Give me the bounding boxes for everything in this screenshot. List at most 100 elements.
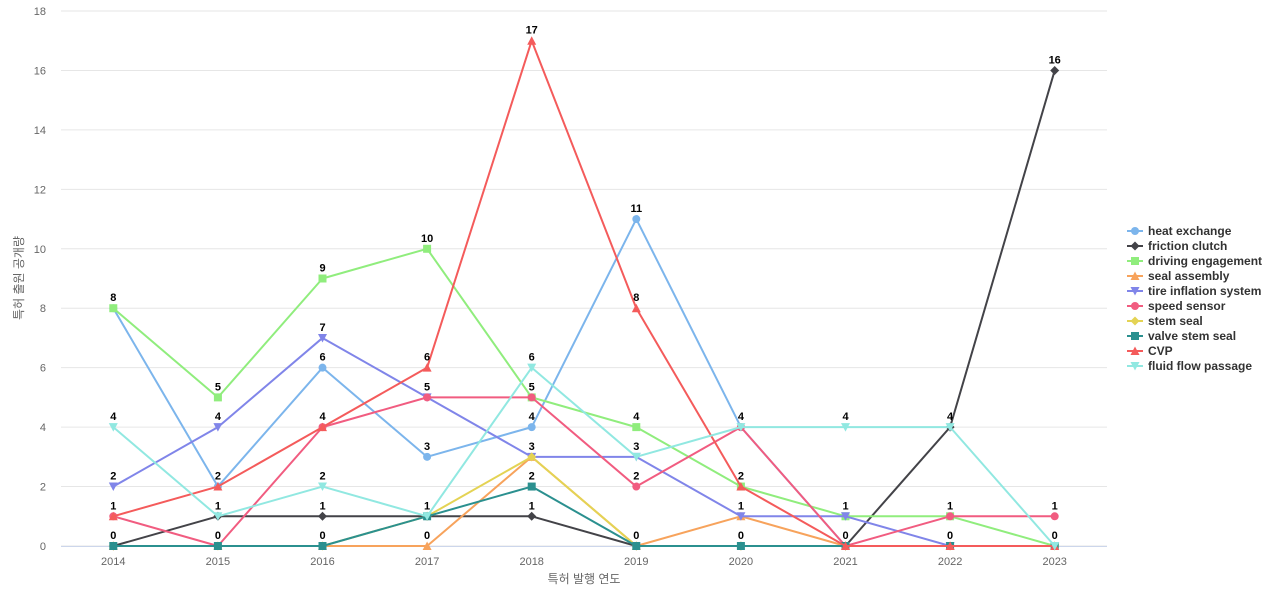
data-label: 6: [319, 352, 325, 364]
legend-item[interactable]: CVP: [1127, 344, 1173, 358]
data-point: [945, 423, 955, 432]
data-point: [527, 452, 537, 462]
x-tick-label: 2015: [206, 556, 230, 568]
data-point: [108, 482, 118, 492]
data-point: [422, 363, 432, 372]
x-tick-label: 2023: [1042, 556, 1066, 568]
data-label: 8: [633, 292, 639, 304]
data-label: 0: [424, 530, 430, 542]
legend-item[interactable]: tire inflation system: [1127, 284, 1261, 298]
legend-item[interactable]: seal assembly: [1127, 269, 1230, 283]
series-group: [108, 36, 1060, 551]
data-label: 4: [738, 411, 745, 423]
legend-item[interactable]: speed sensor: [1127, 299, 1226, 313]
legend-marker: [1130, 362, 1140, 371]
data-point: [318, 274, 327, 283]
data-point: [945, 541, 955, 550]
data-point: [736, 542, 745, 550]
data-label: 1: [319, 500, 325, 512]
data-label: 0: [1052, 530, 1058, 542]
x-tick-label: 2016: [310, 556, 334, 568]
legend-item[interactable]: stem seal: [1127, 314, 1203, 328]
data-point: [318, 482, 327, 492]
data-point: [1050, 542, 1060, 551]
data-label: 5: [215, 381, 221, 393]
data-point: [1050, 65, 1060, 75]
data-point: [213, 393, 222, 402]
data-label: 4: [215, 411, 222, 423]
data-point: [736, 423, 746, 432]
legend-label: seal assembly: [1148, 269, 1230, 283]
data-point: [841, 512, 850, 521]
data-point: [109, 542, 118, 550]
data-point: [213, 542, 222, 550]
data-point: [108, 423, 118, 432]
y-tick-label: 6: [40, 363, 46, 375]
data-point: [423, 452, 432, 461]
legend-marker: [1130, 346, 1140, 355]
data-point: [632, 542, 641, 550]
data-point: [318, 511, 327, 521]
data-label: 5: [424, 381, 430, 393]
series-line: [112, 69, 1056, 547]
data-point: [527, 482, 536, 491]
y-tick-label: 8: [40, 303, 46, 315]
data-label: 0: [738, 530, 744, 542]
data-point: [213, 482, 223, 491]
data-label: 0: [633, 530, 639, 542]
data-label: 0: [842, 530, 848, 542]
legend-marker: [1131, 332, 1139, 340]
data-label: 3: [424, 441, 430, 453]
data-point: [631, 303, 641, 313]
x-tick-label: 2017: [415, 556, 439, 568]
data-label: 4: [110, 411, 117, 423]
y-tick-label: 0: [40, 541, 46, 553]
data-label: 4: [842, 411, 849, 423]
legend-label: friction clutch: [1148, 239, 1227, 253]
legend-label: CVP: [1148, 344, 1173, 358]
legend-label: stem seal: [1148, 314, 1203, 328]
legend-marker: [1131, 257, 1139, 265]
data-label: 0: [947, 530, 953, 542]
data-point: [632, 482, 641, 491]
data-point: [318, 542, 327, 550]
legend-item[interactable]: heat exchange: [1127, 224, 1232, 238]
data-point: [632, 215, 641, 224]
data-label: 16: [1049, 54, 1061, 66]
y-tick-label: 4: [40, 422, 46, 434]
data-point: [422, 512, 432, 521]
data-point: [527, 423, 536, 432]
x-tick-label: 2014: [101, 556, 125, 568]
legend-label: driving engagement: [1148, 254, 1262, 268]
y-tick-label: 12: [34, 184, 46, 196]
legend-item[interactable]: driving engagement: [1127, 254, 1262, 268]
legend-item[interactable]: friction clutch: [1127, 239, 1227, 253]
data-label: 17: [526, 25, 538, 37]
y-axis-title: 특허 출원 공개량: [12, 236, 26, 320]
data-point: [736, 512, 746, 521]
data-label: 0: [319, 530, 325, 542]
legend-marker: [1130, 316, 1140, 326]
data-label: 1: [738, 500, 744, 512]
x-tick-label: 2018: [519, 556, 543, 568]
x-axis-title: 특허 발행 연도: [548, 571, 621, 586]
data-label: 2: [215, 471, 221, 483]
data-label: 1: [842, 500, 848, 512]
legend-label: valve stem seal: [1148, 329, 1236, 343]
legend-item[interactable]: valve stem seal: [1127, 329, 1236, 343]
data-point: [318, 333, 327, 343]
data-point: [841, 541, 850, 550]
data-point: [841, 423, 850, 432]
data-label: 5: [529, 381, 535, 393]
legend-item[interactable]: fluid flow passage: [1127, 359, 1252, 373]
data-point: [213, 423, 223, 432]
grid-lines: [61, 10, 1107, 547]
legend-marker: [1130, 287, 1140, 296]
data-label: 1: [1052, 500, 1058, 512]
data-label: 0: [110, 530, 116, 542]
data-label: 4: [633, 411, 640, 423]
x-tick-label: 2022: [938, 556, 962, 568]
legend-marker: [1131, 302, 1139, 310]
